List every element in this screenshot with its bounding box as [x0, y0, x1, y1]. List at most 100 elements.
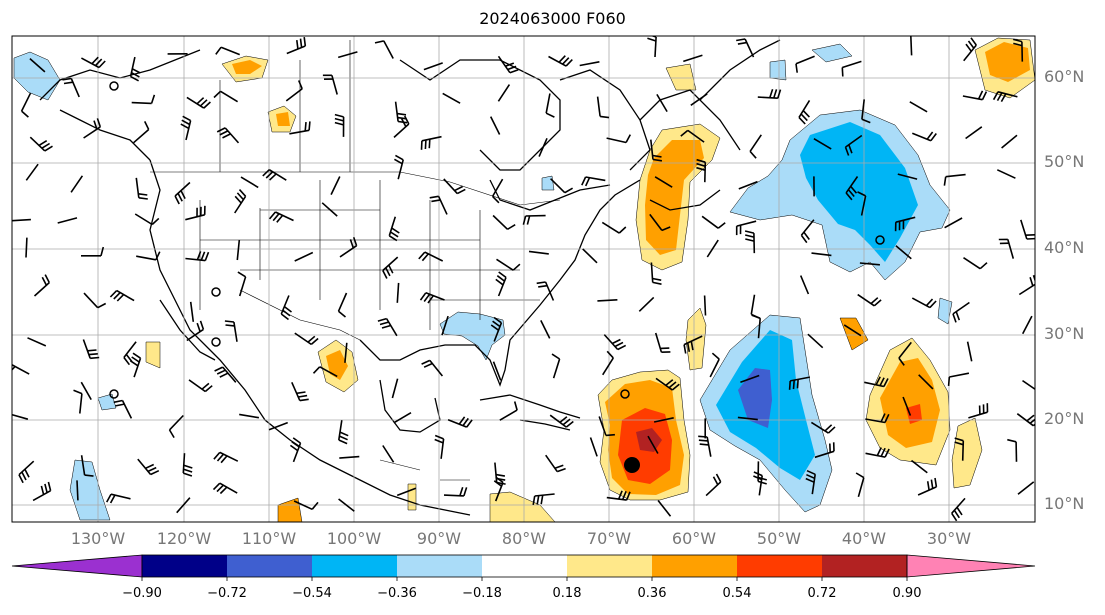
- wind-barb: [1001, 134, 1018, 149]
- wind-barb-feather: [292, 437, 301, 444]
- wind-barb-feather: [419, 292, 427, 301]
- wind-barb-feather: [308, 121, 311, 131]
- wind-barb-feather: [397, 116, 407, 120]
- wind-barb-feather: [44, 274, 51, 283]
- wind-barb-feather: [418, 251, 426, 260]
- wind-barb-feather: [996, 92, 1003, 101]
- wind-barb: [706, 436, 712, 457]
- colorbar-tick-label: 0.54: [722, 586, 752, 601]
- wind-barb: [909, 101, 928, 113]
- wind-barb-feather: [806, 473, 815, 480]
- wind-barb: [1017, 481, 1035, 495]
- wind-barb: [25, 237, 28, 258]
- wind-barb-feather: [495, 476, 504, 484]
- wind-barb-feather: [625, 134, 632, 143]
- wind-barb-feather: [652, 281, 662, 285]
- positive-area-northeast: [635, 63, 721, 271]
- wind-barb: [492, 361, 502, 381]
- wind-barb: [12, 413, 29, 420]
- wind-barb-feather: [238, 189, 247, 197]
- wind-barb-feather: [1032, 423, 1035, 427]
- wind-barb-feather: [131, 71, 140, 78]
- wind-barb: [286, 45, 306, 55]
- wind-barb-feather: [377, 317, 387, 322]
- wind-barb-feather: [237, 271, 247, 278]
- wind-barb: [952, 301, 970, 315]
- colorbar-tick-label: −0.72: [207, 586, 247, 601]
- lon-label-90w: 90°W: [416, 529, 462, 548]
- wind-barb-feather: [850, 185, 858, 194]
- wind-barb-feather: [379, 321, 389, 326]
- wind-barb-feather: [215, 46, 222, 55]
- wind-barb-feather: [736, 38, 746, 42]
- wind-barb: [709, 358, 720, 378]
- wind-barb-feather: [1007, 438, 1017, 443]
- wind-barb-feather: [883, 378, 889, 387]
- wind-barb: [738, 180, 758, 190]
- wind-barb-feather: [956, 506, 963, 516]
- wind-barb-feather: [753, 475, 762, 481]
- wind-barb-feather: [352, 236, 358, 246]
- wind-barb: [910, 36, 913, 56]
- colorbar-bin-9: [822, 555, 907, 577]
- wind-barb: [424, 251, 444, 262]
- wind-barb-feather: [458, 416, 466, 425]
- wind-barb-feather: [618, 226, 627, 234]
- wind-barb-feather: [686, 342, 691, 352]
- lat-label-10n: 10°N: [1044, 494, 1085, 513]
- wind-barb: [168, 414, 184, 431]
- wind-barb: [996, 169, 1016, 179]
- wind-barb-feather: [711, 352, 720, 360]
- wind-barb: [239, 413, 260, 419]
- wind-barb-feather: [434, 438, 444, 444]
- colorbar-bin-3: [312, 555, 397, 577]
- wind-barb: [813, 138, 832, 150]
- wind-barb: [491, 178, 504, 197]
- wind-barb-feather: [283, 305, 292, 313]
- wind-barb-feather: [143, 121, 150, 130]
- wind-barb: [188, 379, 206, 393]
- wind-barb-feather: [421, 253, 429, 262]
- wind-barb-feather: [196, 322, 201, 332]
- wind-barb: [653, 417, 674, 423]
- wind-barb-feather: [492, 320, 501, 328]
- wind-barb-feather: [671, 383, 680, 391]
- wind-barb-feather: [926, 131, 934, 140]
- wind-barb-feather: [745, 238, 755, 242]
- wind-barb: [319, 366, 338, 378]
- colorbar-tick-label: −0.36: [377, 586, 417, 601]
- wind-barb-feather: [390, 231, 399, 238]
- wind-barb-feather: [551, 353, 561, 360]
- wind-barb-feather: [145, 463, 155, 470]
- wind-barb-feather: [841, 67, 844, 77]
- wind-barb: [437, 195, 448, 215]
- wind-barb-feather: [680, 129, 689, 137]
- wind-barb-feather: [788, 380, 791, 390]
- wind-barb-feather: [98, 60, 106, 69]
- wind-barb-feather: [381, 324, 391, 329]
- wind-barb-feather: [751, 314, 761, 319]
- wind-barb: [12, 218, 31, 222]
- colorbar-tick-label: −0.18: [462, 586, 502, 601]
- wind-barb-feather: [289, 444, 299, 452]
- wind-barb-feather: [199, 99, 208, 107]
- colorbar-tick-label: 0.36: [637, 586, 667, 601]
- wind-barb: [683, 54, 703, 63]
- wind-barb-feather: [334, 121, 344, 126]
- wind-barb: [176, 497, 191, 514]
- wind-barb: [918, 374, 934, 390]
- wind-barb: [606, 137, 627, 144]
- wind-barb-feather: [131, 356, 140, 363]
- wind-barb: [421, 135, 442, 142]
- wind-barb-feather: [429, 195, 439, 199]
- wind-barb-feather: [131, 68, 141, 74]
- wind-barb-feather: [96, 118, 102, 128]
- wind-barb: [656, 93, 668, 113]
- wind-barb: [740, 374, 760, 384]
- wind-barb: [965, 126, 983, 140]
- wind-barb-feather: [495, 278, 504, 286]
- wind-barb-feather: [824, 424, 833, 432]
- wind-barb-feather: [861, 118, 871, 124]
- wind-barb-feather: [113, 399, 123, 404]
- wind-barb-feather: [559, 416, 568, 424]
